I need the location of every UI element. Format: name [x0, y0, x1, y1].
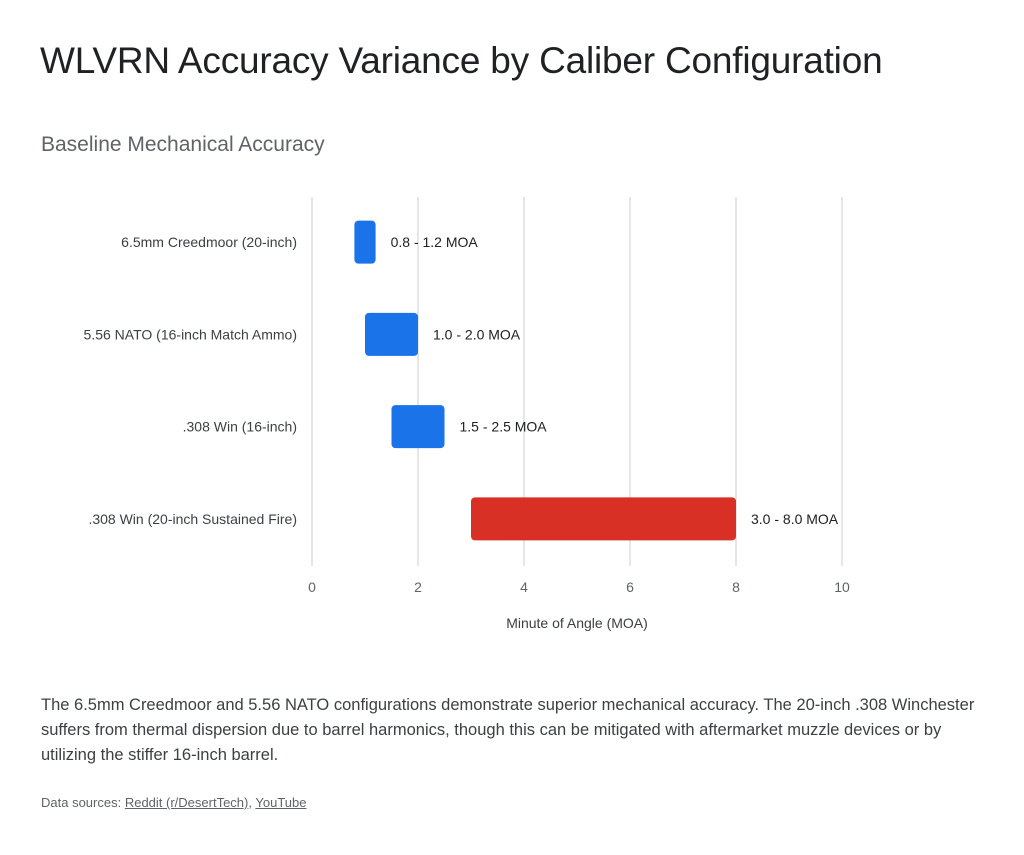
data-label: 3.0 - 8.0 MOA: [751, 511, 839, 527]
x-tick-label: 4: [520, 579, 528, 595]
range-bar[interactable]: [471, 497, 736, 541]
range-bar-chart: 0 2 4 6 8 10 6.5mm Creedmoor (20-inch) 0.8 - 1.…: [84, 197, 850, 631]
x-tick-label: 10: [834, 579, 850, 595]
page-title: WLVRN Accuracy Variance by Caliber Confi…: [40, 40, 883, 81]
x-tick-label: 8: [732, 579, 740, 595]
x-axis-title: Minute of Angle (MOA): [506, 615, 648, 631]
labels: 0 2 4 6 8 10 6.5mm Creedmoor (20-inch) 0.8 - 1.…: [84, 234, 850, 595]
range-bar[interactable]: [354, 220, 376, 264]
range-bar[interactable]: [391, 405, 445, 449]
summary-text: The 6.5mm Creedmoor and 5.56 NATO config…: [41, 696, 975, 764]
x-tick-label: 2: [414, 579, 422, 595]
data-sources: Data sources: Reddit (r/DesertTech), You…: [41, 795, 306, 810]
range-bar[interactable]: [365, 312, 418, 356]
data-label: 1.5 - 2.5 MOA: [460, 419, 548, 435]
sources-prefix: Data sources:: [41, 795, 125, 810]
bars: [354, 220, 736, 541]
source-link-reddit[interactable]: Reddit (r/DesertTech): [124, 795, 249, 810]
chart-title: Baseline Mechanical Accuracy: [41, 133, 325, 156]
x-tick-label: 6: [626, 579, 634, 595]
data-label: 1.0 - 2.0 MOA: [433, 326, 521, 342]
category-label: .308 Win (20-inch Sustained Fire): [88, 511, 297, 527]
x-tick-label: 0: [308, 579, 316, 595]
category-label: .308 Win (16-inch): [183, 419, 297, 435]
source-link-youtube[interactable]: YouTube: [255, 795, 307, 810]
sources-separator: ,: [248, 795, 256, 810]
data-label: 0.8 - 1.2 MOA: [391, 234, 479, 250]
category-label: 6.5mm Creedmoor (20-inch): [121, 234, 297, 250]
category-label: 5.56 NATO (16-inch Match Ammo): [84, 326, 297, 342]
